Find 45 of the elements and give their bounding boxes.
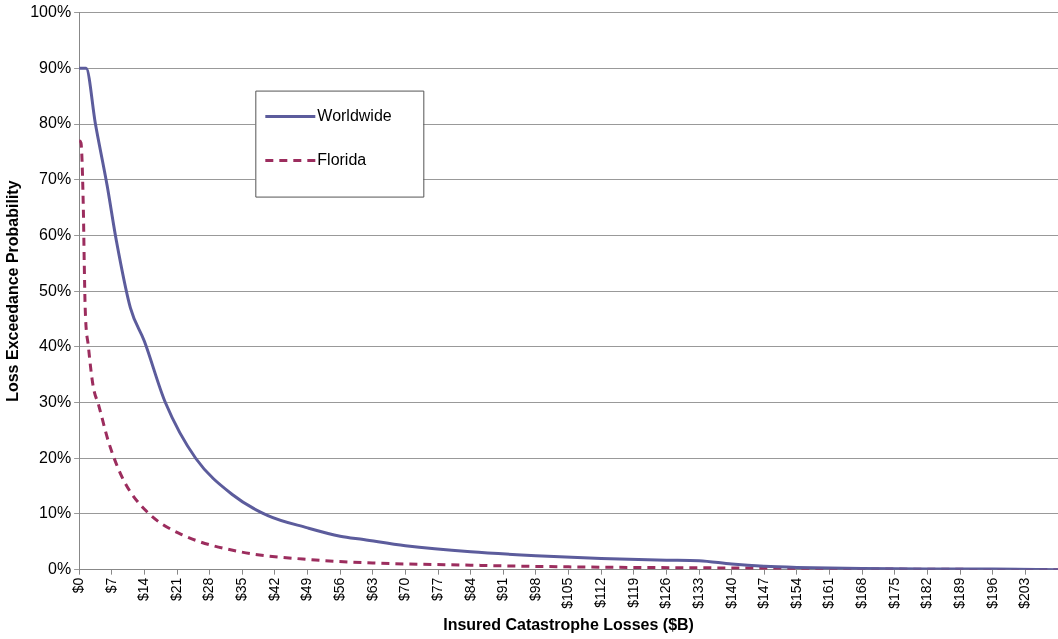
x-tick-label: $28 [200, 577, 217, 602]
y-tick-label: 40% [39, 337, 72, 355]
x-tick-label: $182 [918, 577, 935, 609]
y-tick-label: 60% [39, 225, 72, 243]
x-tick-label: $14 [135, 577, 152, 602]
y-tick-label: 0% [48, 560, 72, 578]
x-tick-label: $0 [69, 577, 86, 594]
x-tick-label: $140 [722, 577, 739, 609]
x-tick-label: $91 [494, 577, 511, 602]
y-tick-label: 90% [39, 58, 72, 76]
x-tick-label: $56 [331, 577, 348, 602]
x-tick-label: $189 [950, 577, 967, 609]
y-tick-label: 80% [39, 114, 72, 132]
x-tick-label: $105 [559, 577, 576, 609]
y-tick-label: 50% [39, 281, 72, 299]
x-tick-label: $35 [233, 577, 250, 602]
x-tick-label: $77 [428, 577, 445, 602]
x-tick-label: $203 [1016, 577, 1033, 609]
y-tick-label: 20% [39, 448, 72, 466]
legend-label: Worldwide [317, 106, 392, 124]
x-tick-label: $133 [689, 577, 706, 609]
x-tick-label: $49 [298, 577, 315, 602]
x-tick-label: $98 [526, 577, 543, 602]
x-tick-label: $119 [624, 577, 641, 608]
x-tick-label: $154 [787, 577, 804, 609]
x-tick-label: $112 [592, 577, 609, 608]
x-axis-title: Insured Catastrophe Losses ($B) [443, 615, 694, 633]
x-tick-label: $196 [983, 577, 1000, 609]
x-tick-label: $42 [265, 577, 282, 602]
y-axis-title: Loss Exceedance Probability [4, 180, 22, 402]
legend-label: Florida [317, 150, 367, 168]
x-tick-label: $21 [167, 577, 184, 602]
x-tick-label: $147 [755, 577, 772, 609]
y-tick-label: 10% [39, 504, 72, 522]
x-tick-label: $175 [885, 577, 902, 609]
x-tick-label: $63 [363, 577, 380, 602]
x-tick-label: $84 [461, 577, 478, 602]
x-tick-label: $168 [853, 577, 870, 609]
x-tick-label: $7 [102, 577, 119, 594]
y-tick-label: 100% [30, 3, 72, 21]
y-tick-label: 30% [39, 392, 72, 410]
x-tick-label: $126 [657, 577, 674, 609]
x-tick-label: $161 [820, 577, 837, 609]
y-tick-label: 70% [39, 170, 72, 188]
x-tick-label: $70 [396, 577, 413, 602]
